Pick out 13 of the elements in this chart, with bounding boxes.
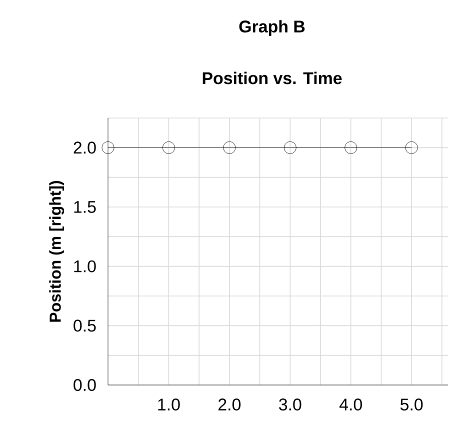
x-tick-label: 2.0	[218, 398, 241, 411]
chart-title: Graph B	[239, 20, 305, 36]
x-tick-label: 1.0	[158, 398, 180, 411]
y-tick-label: 2.0	[74, 142, 96, 154]
y-tick-label: 1.5	[74, 201, 96, 213]
y-tick-label: 0.0	[74, 379, 96, 391]
x-tick-label: 4.0	[339, 398, 362, 411]
x-tick-label: 3.0	[279, 398, 302, 411]
y-tick-label: 0.5	[74, 320, 96, 332]
y-axis-title: Position (m [right])	[49, 181, 64, 322]
y-tick-label: 1.0	[74, 260, 96, 272]
x-tick-label: 5.0	[400, 398, 423, 411]
chart-subtitle: Position vs. Time	[202, 72, 342, 84]
